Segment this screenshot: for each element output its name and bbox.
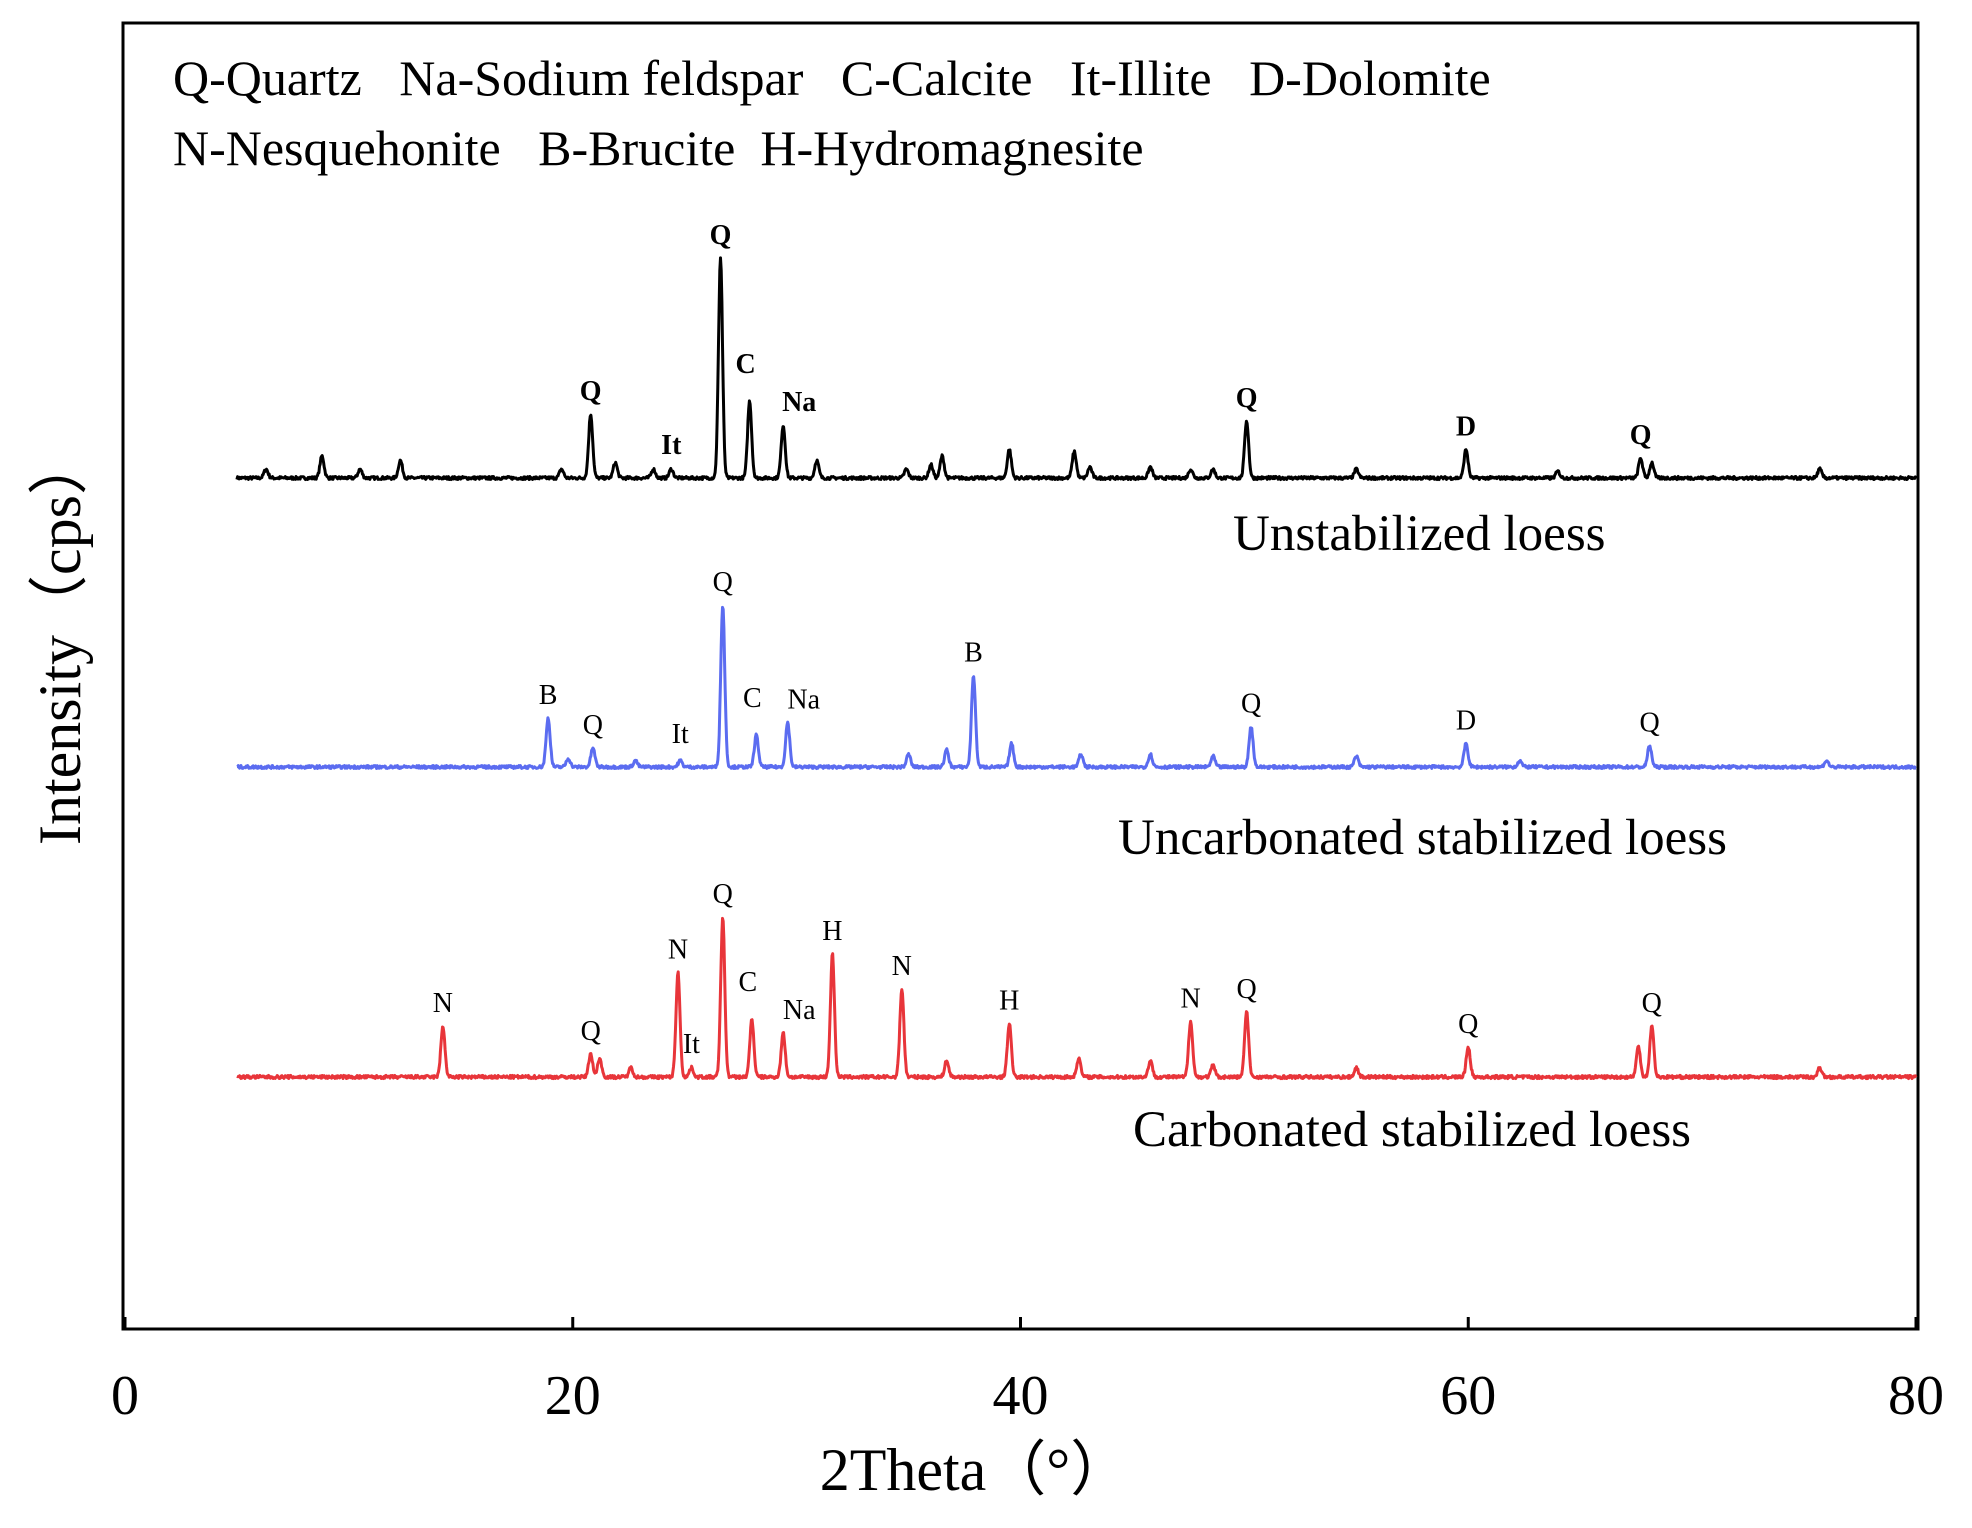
peak-label-s3-0: N [433, 988, 453, 1019]
x-axis-label: 2Theta（°） [820, 1437, 1131, 1503]
peak-label-s3-10: N [892, 951, 912, 982]
peak-label-s2-6: C [743, 683, 762, 714]
peak-label-s1-9: Q [710, 220, 732, 251]
peak-label-s3-7: C [738, 967, 757, 998]
peak-label-s1-26: Q [1630, 420, 1652, 451]
peak-label-s3-1: Q [581, 1016, 601, 1047]
peak-label-s1-10: C [735, 349, 755, 380]
peak-label-s3-6: Q [713, 879, 733, 910]
peak-label-s3-5: It [683, 1029, 700, 1060]
y-axis-label: Intensity（cps） [27, 435, 93, 845]
x-tick-label-80: 80 [1888, 1365, 1944, 1427]
peak-label-s2-4: It [672, 719, 689, 750]
peak-label-s1-5: Q [580, 376, 602, 407]
peak-label-s2-15: Q [1241, 689, 1261, 720]
x-tick-label-40: 40 [993, 1365, 1049, 1427]
series-label-uncarbonated: Uncarbonated stabilized loess [1118, 810, 1727, 866]
peak-label-s3-17: Q [1236, 974, 1256, 1005]
series-label-carbonated: Carbonated stabilized loess [1133, 1102, 1691, 1158]
x-tick-label-20: 20 [545, 1365, 601, 1427]
peak-label-s3-21: Q [1642, 988, 1662, 1019]
legend-line-1: Q-Quartz Na-Sodium feldspar C-Calcite It… [173, 50, 1491, 106]
series-line-2 [236, 605, 1917, 770]
peak-label-s2-7: Na [787, 684, 820, 715]
x-tick-label-0: 0 [111, 1365, 139, 1427]
legend-line-2: N-Nesquehonite B-Brucite H-Hydromagnesit… [173, 120, 1144, 176]
peak-label-s2-17: D [1456, 706, 1476, 737]
series-line-1 [235, 256, 1918, 481]
peak-label-s2-10: B [964, 637, 983, 668]
series-line-3 [236, 916, 1918, 1081]
peak-label-s2-2: Q [583, 710, 603, 741]
peak-label-s2-19: Q [1639, 708, 1659, 739]
x-axis-ticks: 0 20 40 60 80 [111, 1317, 1944, 1427]
x-tick-label-60: 60 [1440, 1365, 1496, 1427]
peak-label-s1-8: It [661, 430, 682, 461]
series-label-unstabilized: Unstabilized loess [1233, 506, 1606, 562]
peak-label-s1-24: D [1456, 411, 1476, 442]
peak-label-s3-9: H [822, 916, 842, 947]
peak-label-s1-11: Na [782, 387, 816, 418]
peak-label-s2-0: B [539, 680, 558, 711]
peak-label-s3-4: N [668, 935, 688, 966]
peak-label-s1-22: Q [1236, 383, 1258, 414]
peak-label-s2-5: Q [713, 567, 733, 598]
peak-label-s3-12: H [999, 986, 1019, 1017]
peak-label-s3-19: Q [1458, 1009, 1478, 1040]
series-layer [235, 256, 1918, 1081]
peak-label-s3-8: Na [783, 995, 816, 1026]
peak-label-s3-15: N [1180, 983, 1200, 1014]
